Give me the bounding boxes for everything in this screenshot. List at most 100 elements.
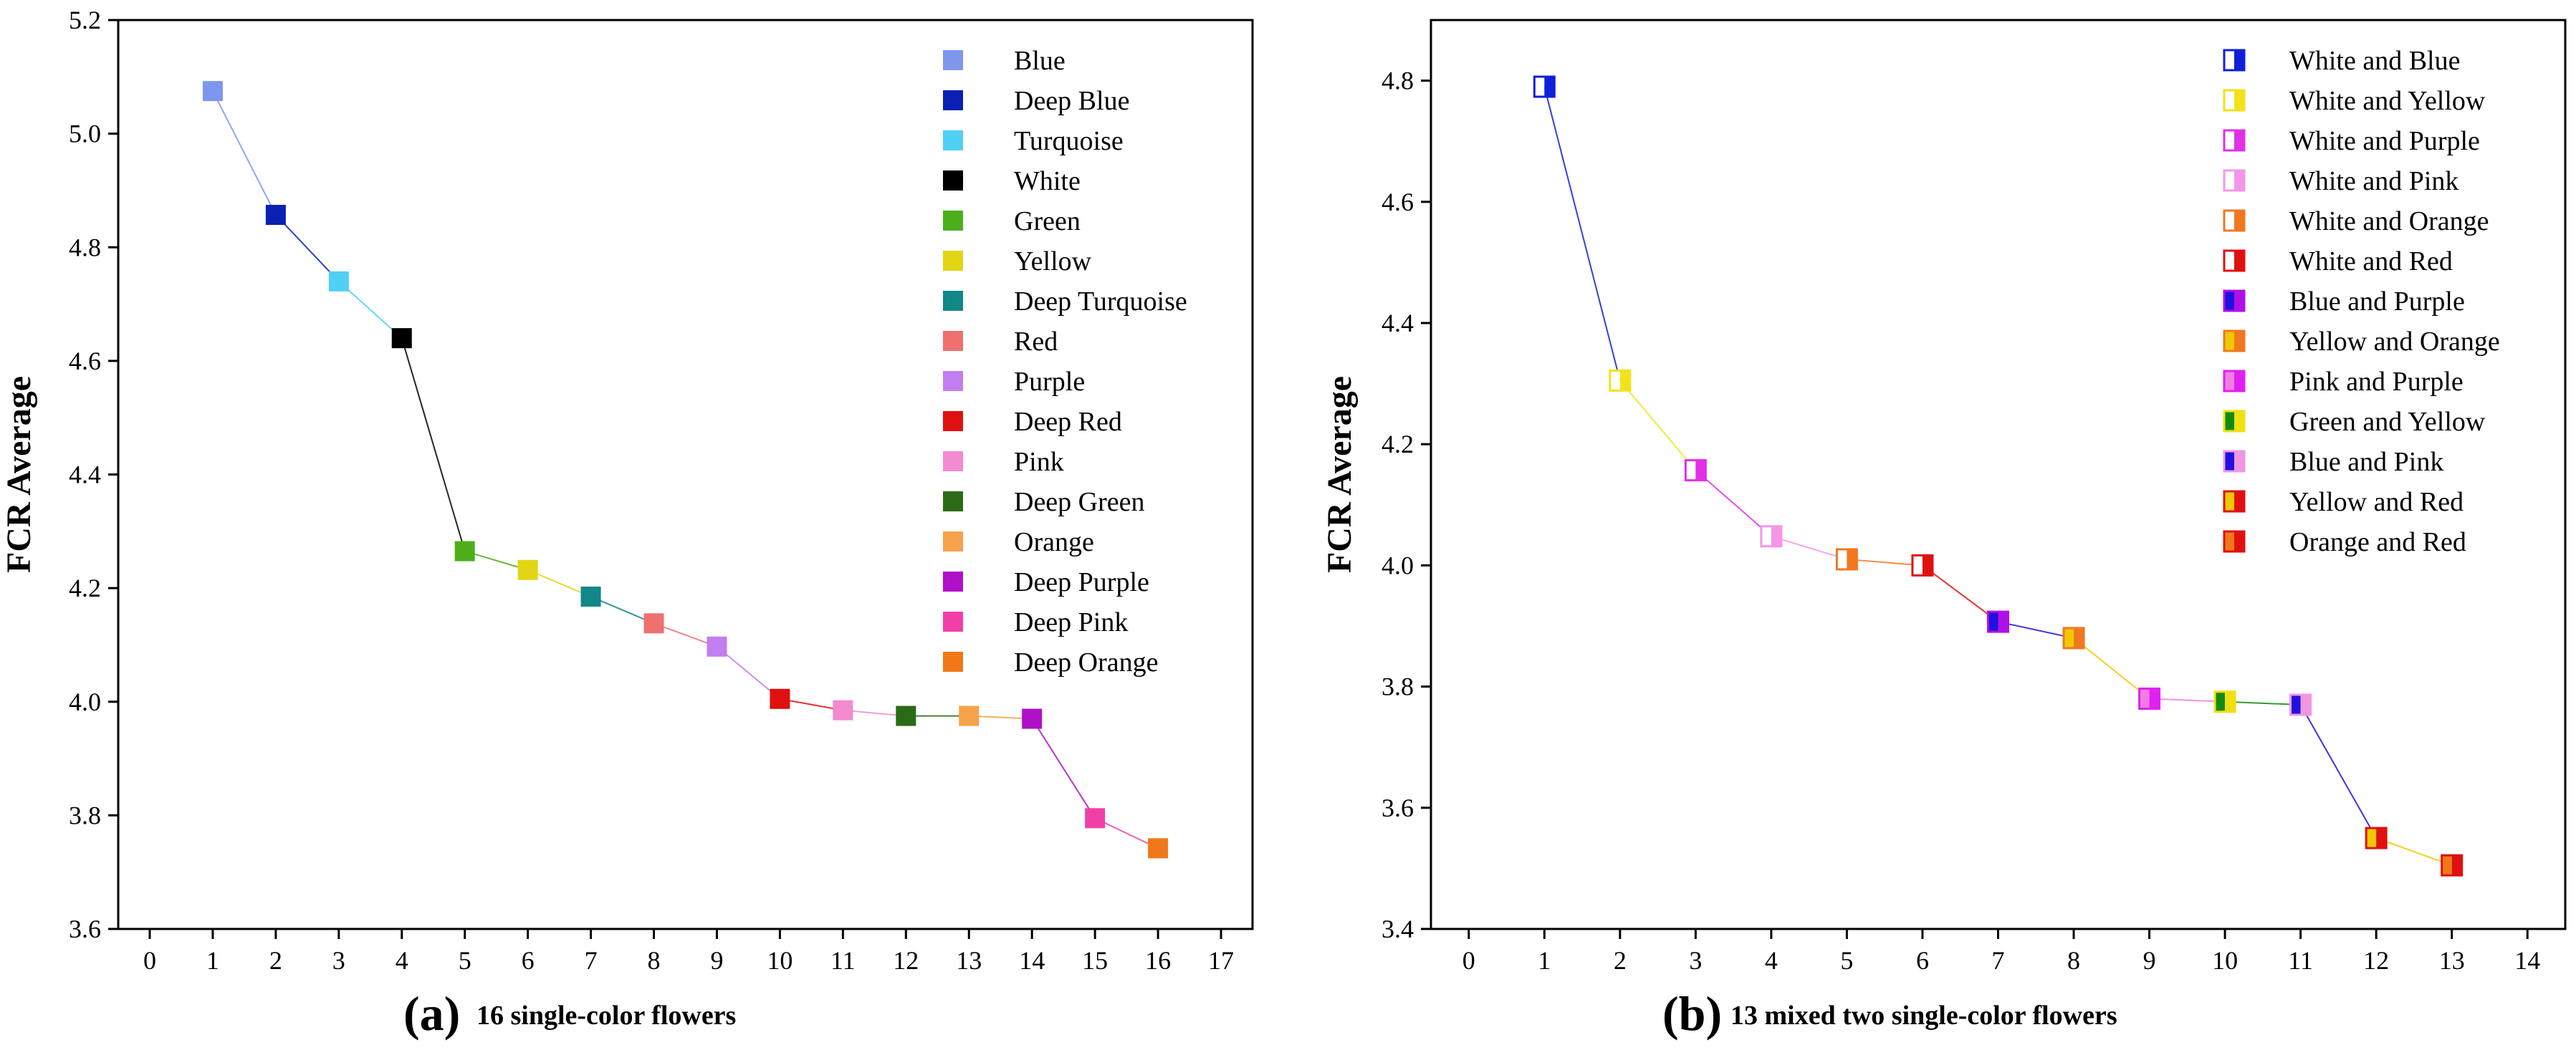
marker-border [2223,410,2246,433]
legend-marker [943,371,963,391]
legend-entry-label: White and Pink [2289,166,2458,196]
x-tick-label: 10 [2212,946,2238,975]
legend-entry-label: White [1014,166,1081,196]
y-tick-label: 4.4 [69,461,101,489]
marker-right-half [1847,549,1857,569]
legend-marker [2223,89,2246,112]
y-tick-label: 5.0 [69,120,101,148]
legend-marker [2223,450,2246,473]
data-point [1987,610,2009,633]
marker-left-half [2366,828,2377,849]
legend-marker [2223,370,2246,392]
series-line-segment [1695,469,1772,537]
x-tick-label: 17 [1208,946,1234,975]
marker-border [2223,129,2246,152]
panel-label: (a) [403,986,460,1041]
marker-left-half [2064,627,2074,648]
data-point [454,541,475,562]
data-point [1684,459,1707,482]
marker-right-half [2234,491,2244,511]
marker-right-half [2234,211,2244,231]
x-tick-label: 0 [143,946,156,975]
legend-marker [943,331,963,351]
legend-marker [943,170,963,191]
legend-marker [2223,490,2246,513]
x-tick-label: 1 [1538,946,1551,975]
y-axis-label: FCR Average [1321,376,1359,573]
marker-left-half [1685,460,1696,481]
y-tick-label: 4.2 [69,574,101,602]
y-tick-label: 4.6 [1382,188,1414,216]
series-line-segment [843,709,906,717]
marker-border [2441,854,2464,877]
series-line-segment [527,569,591,597]
series-line-segment [590,596,654,625]
marker-right-half [1998,612,2008,632]
series-line-segment [338,281,403,339]
x-tick-label: 1 [206,946,219,975]
y-tick-label: 3.4 [1382,915,1414,943]
marker-right-half [2300,694,2311,715]
legend-entry-label: White and Red [2289,246,2453,276]
series-line-segment [2375,837,2453,867]
legend-entry-label: White and Yellow [2289,86,2486,116]
marker-right-half [2234,251,2244,271]
y-tick-label: 4.0 [1382,551,1414,579]
data-point [833,700,853,721]
series-line-segment [1543,86,1621,381]
legend-marker [2223,329,2246,352]
marker-right-half [1771,526,1781,546]
marker-right-half [2234,411,2244,431]
legend-marker [943,291,963,311]
marker-right-half [2376,828,2387,849]
marker-right-half [2234,451,2244,471]
x-tick-label: 8 [2067,946,2080,975]
legend-marker [943,531,963,551]
data-point [1533,75,1556,98]
series-line-segment [780,698,843,711]
series-line-segment [1031,718,1096,819]
marker-left-half [2224,90,2234,110]
chart-panel-a: 0 1 2 3 4 5 6 7 8 9 10 11 12 13 14 15 16 173.63.84.04.24.… [0,6,1254,1041]
x-tick-label: 12 [893,946,919,975]
marker-right-half [1544,77,1555,97]
marker-right-half [1922,555,1933,576]
marker-border [2289,693,2312,716]
legend-entry-label: White and Purple [2289,126,2480,156]
y-tick-label: 4.4 [1382,309,1414,337]
x-tick-label: 7 [585,946,598,975]
data-point [770,688,790,709]
marker-left-half [2224,531,2234,551]
marker-right-half [2234,50,2244,70]
legend-marker [943,572,963,592]
series-line-segment [653,622,717,647]
legend-marker [2223,129,2246,152]
series-line-segment [2073,637,2150,700]
marker-right-half [2234,90,2244,110]
marker-right-half [2451,855,2462,876]
x-tick-label: 13 [956,946,982,975]
data-point [1022,708,1043,729]
legend-entry-label: Deep Green [1014,487,1145,517]
marker-right-half [1619,370,1630,391]
marker-left-half [2215,691,2226,712]
data-point [643,613,664,634]
series-line-segment [1922,564,1999,622]
marker-left-half [1534,77,1545,97]
series-line-segment [1771,535,1847,560]
legend-marker [943,411,963,431]
x-tick-label: 4 [1765,946,1778,975]
y-tick-label: 3.6 [69,915,101,943]
legend-marker [943,652,963,672]
series-line-segment [275,214,340,282]
x-tick-label: 7 [1992,946,2005,975]
legend-marker [2223,410,2246,433]
series-line-segment [2225,700,2301,705]
legend-marker [2223,530,2246,553]
data-point [1148,838,1169,859]
legend-entry-label: Yellow and Red [2289,487,2464,517]
legend-entry-label: Pink and Purple [2289,367,2464,397]
marker-border [2138,688,2161,710]
marker-border [1684,459,1707,482]
